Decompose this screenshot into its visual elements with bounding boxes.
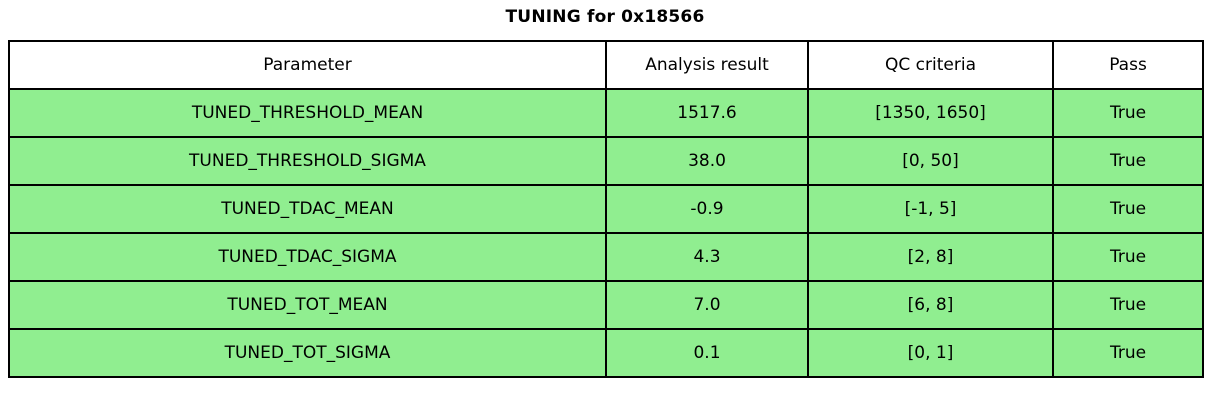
table-body: TUNED_THRESHOLD_MEAN 1517.6 [1350, 1650]… [8,88,1204,378]
cell-parameter: TUNED_THRESHOLD_SIGMA [8,136,607,186]
cell-analysis-result: 7.0 [605,280,809,330]
table-header-row: Parameter Analysis result QC criteria Pa… [8,40,1204,90]
cell-parameter: TUNED_TOT_SIGMA [8,328,607,378]
column-header-analysis-result: Analysis result [605,40,809,90]
table-row: TUNED_TDAC_SIGMA 4.3 [2, 8] True [8,232,1204,282]
table-row: TUNED_TOT_SIGMA 0.1 [0, 1] True [8,328,1204,378]
cell-qc-criteria: [0, 50] [807,136,1054,186]
cell-qc-criteria: [6, 8] [807,280,1054,330]
cell-qc-criteria: [0, 1] [807,328,1054,378]
cell-qc-criteria: [-1, 5] [807,184,1054,234]
page-title: TUNING for 0x18566 [505,7,705,27]
cell-parameter: TUNED_TOT_MEAN [8,280,607,330]
cell-pass: True [1052,280,1204,330]
column-header-qc-criteria: QC criteria [807,40,1054,90]
table-row: TUNED_TDAC_MEAN -0.9 [-1, 5] True [8,184,1204,234]
cell-analysis-result: 38.0 [605,136,809,186]
column-header-pass: Pass [1052,40,1204,90]
cell-parameter: TUNED_THRESHOLD_MEAN [8,88,607,138]
cell-pass: True [1052,136,1204,186]
cell-analysis-result: -0.9 [605,184,809,234]
cell-analysis-result: 4.3 [605,232,809,282]
table-row: TUNED_THRESHOLD_SIGMA 38.0 [0, 50] True [8,136,1204,186]
cell-pass: True [1052,328,1204,378]
table-header: Parameter Analysis result QC criteria Pa… [8,40,1204,90]
qc-results-table: Parameter Analysis result QC criteria Pa… [8,40,1204,378]
cell-qc-criteria: [1350, 1650] [807,88,1054,138]
table-row: TUNED_THRESHOLD_MEAN 1517.6 [1350, 1650]… [8,88,1204,138]
table-row: TUNED_TOT_MEAN 7.0 [6, 8] True [8,280,1204,330]
cell-pass: True [1052,232,1204,282]
cell-parameter: TUNED_TDAC_SIGMA [8,232,607,282]
column-header-parameter: Parameter [8,40,607,90]
cell-parameter: TUNED_TDAC_MEAN [8,184,607,234]
cell-analysis-result: 0.1 [605,328,809,378]
cell-analysis-result: 1517.6 [605,88,809,138]
cell-qc-criteria: [2, 8] [807,232,1054,282]
cell-pass: True [1052,184,1204,234]
cell-pass: True [1052,88,1204,138]
